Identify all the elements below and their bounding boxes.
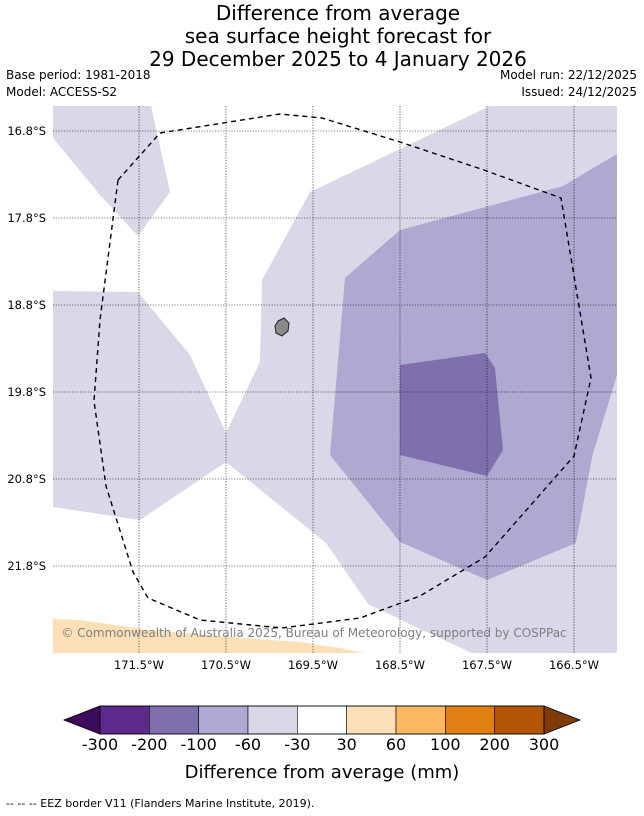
colorbar-tick-label: -200 xyxy=(131,735,168,754)
title-line-2: sea surface height forecast for xyxy=(184,24,492,48)
title-line-1: Difference from average xyxy=(215,1,461,25)
colorbar-frame xyxy=(99,705,545,735)
lon-label: 167.5°W xyxy=(462,658,512,672)
anomaly-zone-positive xyxy=(53,619,364,653)
anomaly-zone-light-northwest xyxy=(53,106,170,236)
colorbar-tick-label: 100 xyxy=(430,735,461,754)
lon-label: 168.5°W xyxy=(375,658,425,672)
colorbar-cell xyxy=(149,705,199,735)
issued-date: Issued: 24/12/2025 xyxy=(521,85,637,99)
colorbar-cells xyxy=(99,705,545,735)
colorbar-label: Difference from average (mm) xyxy=(184,762,460,783)
colorbar-cell xyxy=(99,705,150,735)
colorbar xyxy=(62,705,582,735)
lat-label: 17.8°S xyxy=(7,211,46,225)
lon-label: 166.5°W xyxy=(549,658,599,672)
lon-label: 170.5°W xyxy=(201,658,251,672)
colorbar-tick-label: 60 xyxy=(385,735,407,754)
copyright-notice: © Commonwealth of Australia 2025, Bureau… xyxy=(61,626,566,640)
colorbar-tick-label: 300 xyxy=(528,735,560,754)
colorbar-tick-label: 30 xyxy=(336,735,357,754)
colorbar-cell xyxy=(445,705,495,735)
colorbar-cell xyxy=(198,705,249,735)
lat-gridlines xyxy=(53,130,617,567)
colorbar-tick-label: -30 xyxy=(284,735,311,754)
lon-labels: 171.5°W 170.5°W 169.5°W 168.5°W 167.5°W … xyxy=(114,658,599,672)
lat-labels: 16.8°S 17.8°S 18.8°S 19.8°S 20.8°S 21.8°… xyxy=(7,124,46,573)
title-line-3: 29 December 2025 to 4 January 2026 xyxy=(149,47,527,71)
island-land xyxy=(274,317,290,337)
colorbar-cell xyxy=(494,705,545,735)
colorbar-tick-label: -300 xyxy=(81,735,119,754)
lat-label: 18.8°S xyxy=(7,298,46,312)
model-name: Model: ACCESS-S2 xyxy=(6,85,118,99)
colorbar-cell xyxy=(297,705,347,735)
lon-label: 169.5°W xyxy=(288,658,338,672)
colorbar-cell xyxy=(247,705,298,735)
eez-border xyxy=(93,113,592,629)
colorbar-cell xyxy=(346,705,397,735)
eez-legend-note: -- -- -- EEZ border V11 (Flanders Marine… xyxy=(6,797,315,810)
colorbar-tick-label: -100 xyxy=(180,735,217,754)
lat-label: 19.8°S xyxy=(7,385,46,399)
colorbar-tick-label: -60 xyxy=(234,735,262,754)
lat-label: 20.8°S xyxy=(7,472,46,486)
colorbar-over-arrow xyxy=(543,705,582,735)
model-run: Model run: 22/12/2025 xyxy=(499,68,637,82)
colorbar-under-arrow xyxy=(62,705,101,735)
lat-label: 16.8°S xyxy=(7,124,46,138)
colorbar-tick-label: 200 xyxy=(479,735,510,754)
anomaly-zone-dark xyxy=(400,353,503,476)
anomaly-zone-light-west xyxy=(53,291,226,520)
lon-label: 171.5°W xyxy=(114,658,164,672)
lon-gridlines xyxy=(138,106,575,653)
lat-label: 21.8°S xyxy=(7,559,46,573)
base-period: Base period: 1981-2018 xyxy=(6,68,151,82)
map-plot-area: © Commonwealth of Australia 2025, Bureau… xyxy=(53,106,617,653)
colorbar-cell xyxy=(395,705,446,735)
